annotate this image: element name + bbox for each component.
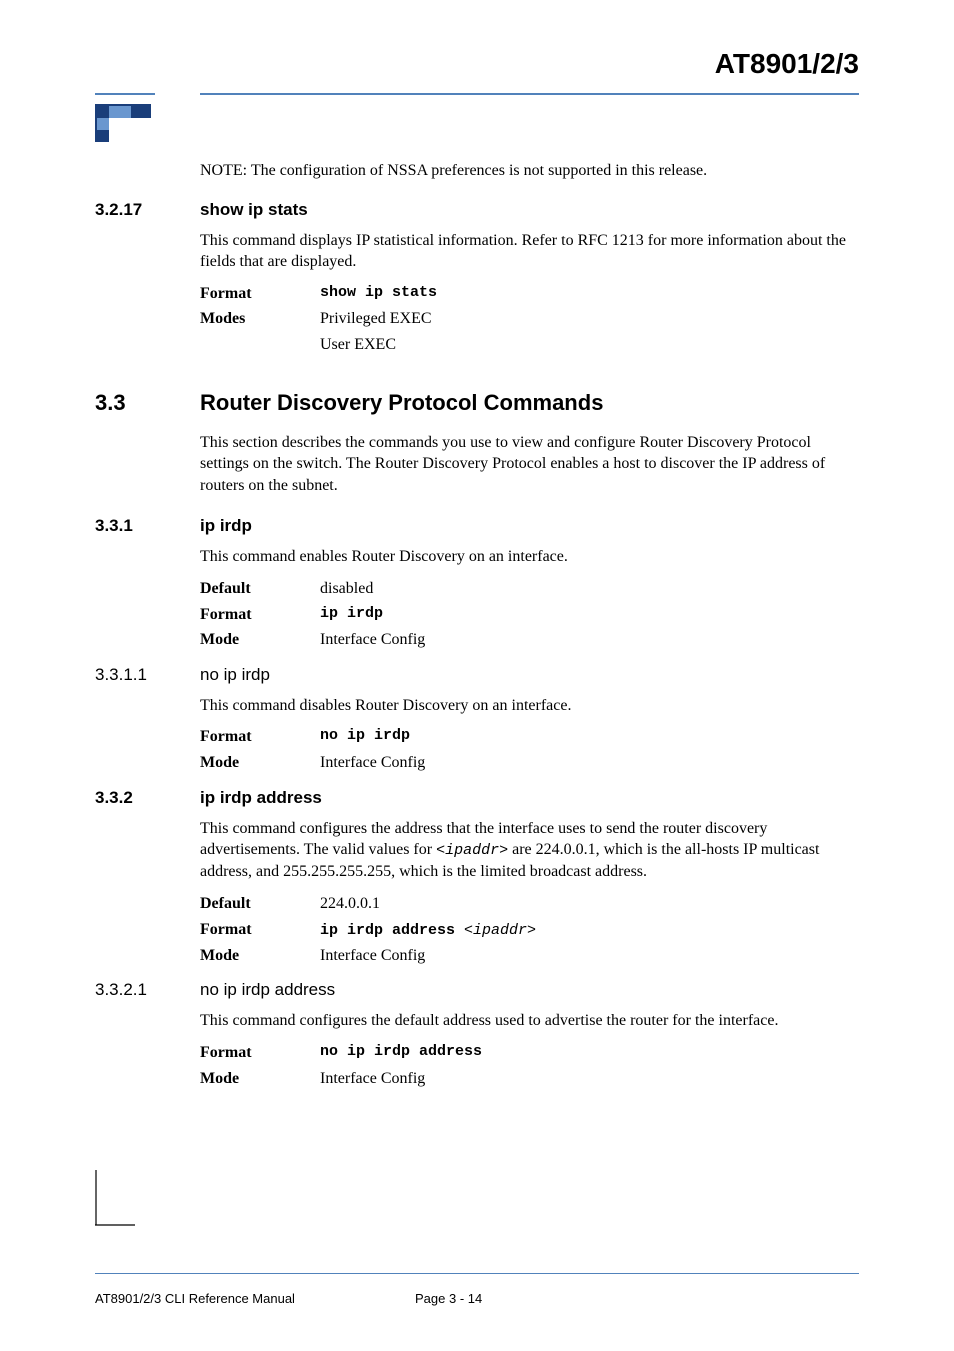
section-body: This command configures the address that…: [200, 818, 859, 883]
section-number: 3.3.2: [95, 788, 200, 808]
kv-key-mode: Mode: [200, 945, 320, 967]
kv-table: Default disabled Format ip irdp Mode Int…: [200, 578, 859, 651]
page-footer: AT8901/2/3 CLI Reference Manual Page 3 -…: [95, 1291, 859, 1306]
kv-key-modes: Modes: [200, 308, 320, 330]
kv-key-format: Format: [200, 919, 320, 941]
section-number: 3.2.17: [95, 200, 200, 220]
kv-key-default: Default: [200, 893, 320, 915]
kv-key-empty: [200, 334, 320, 356]
kv-table: Format show ip stats Modes Privileged EX…: [200, 283, 859, 356]
kv-table: Default 224.0.0.1 Format ip irdp address…: [200, 893, 859, 966]
kv-key-format: Format: [200, 604, 320, 626]
kv-val-mode: Interface Config: [320, 629, 425, 651]
kv-table: Format no ip irdp Mode Interface Config: [200, 726, 859, 773]
kv-key-format: Format: [200, 283, 320, 305]
kv-val-format: show ip stats: [320, 283, 437, 305]
kv-val-format: ip irdp address <ipaddr>: [320, 919, 536, 941]
kv-table: Format no ip irdp address Mode Interface…: [200, 1042, 859, 1089]
section-title: ip irdp: [200, 516, 252, 536]
section-title: no ip irdp: [200, 665, 270, 685]
section-body: This command disables Router Discovery o…: [200, 695, 859, 717]
kv-val-default: disabled: [320, 578, 373, 600]
section-number: 3.3: [95, 390, 200, 416]
kv-val-mode: Interface Config: [320, 752, 425, 774]
kv-val-format: no ip irdp address: [320, 1042, 482, 1064]
section-heading-3-3-2-1: 3.3.2.1 no ip irdp address: [95, 980, 859, 1000]
kv-key-default: Default: [200, 578, 320, 600]
note-block: NOTE: The configuration of NSSA preferen…: [200, 160, 859, 182]
section-title: Router Discovery Protocol Commands: [200, 390, 603, 416]
footer-rule: [95, 1273, 859, 1275]
kv-key-mode: Mode: [200, 1068, 320, 1090]
kv-key-format: Format: [200, 726, 320, 748]
page-content: NOTE: The configuration of NSSA preferen…: [95, 160, 859, 1103]
section-title: show ip stats: [200, 200, 308, 220]
header-rule: [200, 93, 859, 95]
section-heading-3-3-1-1: 3.3.1.1 no ip irdp: [95, 665, 859, 685]
section-heading-3-3-2: 3.3.2 ip irdp address: [95, 788, 859, 808]
footer-page-number: Page 3 - 14: [415, 1291, 482, 1306]
section-number: 3.3.1: [95, 516, 200, 536]
corner-mark-icon: [95, 1170, 135, 1226]
kv-val-format: ip irdp: [320, 604, 383, 626]
kv-val-modes-1: Privileged EXEC: [320, 308, 432, 330]
note-label: NOTE:: [200, 162, 247, 179]
section-body: This command displays IP statistical inf…: [200, 230, 859, 273]
kv-val-mode: Interface Config: [320, 1068, 425, 1090]
kv-val-modes-2: User EXEC: [320, 334, 396, 356]
kv-key-mode: Mode: [200, 629, 320, 651]
fmt-pre: ip irdp address: [320, 922, 464, 939]
section-heading-3-3: 3.3 Router Discovery Protocol Commands: [95, 390, 859, 416]
section-title: ip irdp address: [200, 788, 322, 808]
body-code: <ipaddr>: [436, 842, 508, 859]
note-text: The configuration of NSSA preferences is…: [251, 162, 707, 179]
section-heading-3-2-17: 3.2.17 show ip stats: [95, 200, 859, 220]
kv-val-mode: Interface Config: [320, 945, 425, 967]
footer-left-text: AT8901/2/3 CLI Reference Manual: [95, 1291, 415, 1306]
brand-logo-icon: [95, 104, 151, 142]
header-product-title: AT8901/2/3: [715, 48, 859, 80]
section-body: This section describes the commands you …: [200, 432, 859, 497]
kv-key-mode: Mode: [200, 752, 320, 774]
kv-key-format: Format: [200, 1042, 320, 1064]
section-body: This command enables Router Discovery on…: [200, 546, 859, 568]
kv-val-format: no ip irdp: [320, 726, 410, 748]
header-rule-short: [95, 93, 155, 95]
section-heading-3-3-1: 3.3.1 ip irdp: [95, 516, 859, 536]
section-number: 3.3.1.1: [95, 665, 200, 685]
fmt-code: <ipaddr>: [464, 922, 536, 939]
kv-val-default: 224.0.0.1: [320, 893, 380, 915]
section-title: no ip irdp address: [200, 980, 335, 1000]
section-body: This command configures the default addr…: [200, 1010, 859, 1032]
section-number: 3.3.2.1: [95, 980, 200, 1000]
